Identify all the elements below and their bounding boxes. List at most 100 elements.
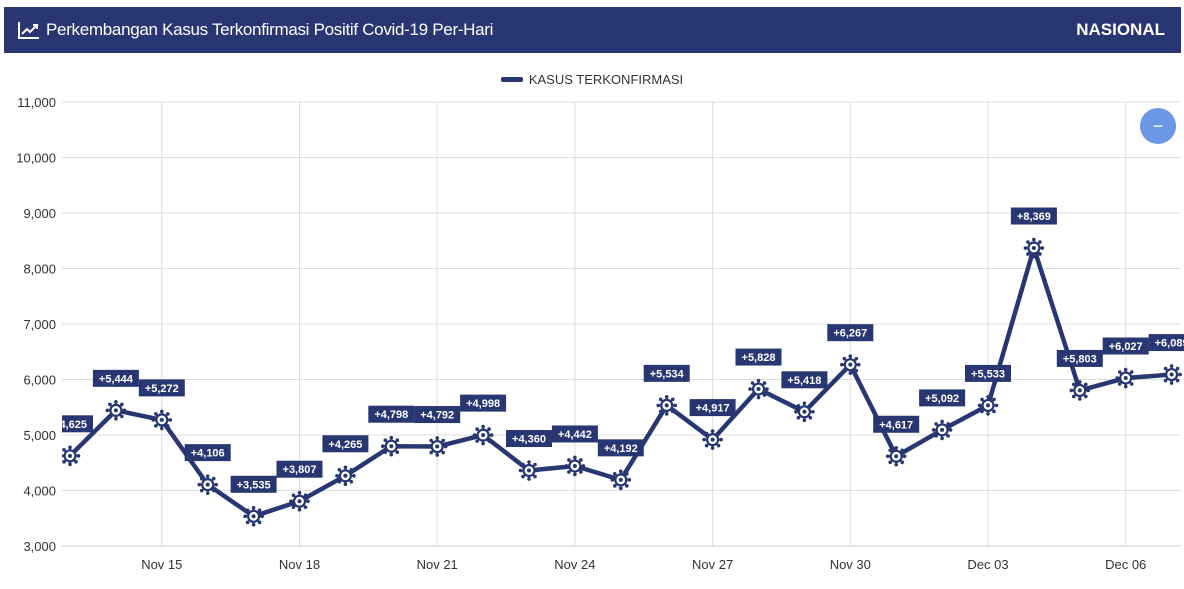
virus-spike-tip (1086, 388, 1091, 393)
virus-spike-tip (251, 523, 256, 527)
virus-spike-tip (211, 488, 216, 493)
virus-spike-tip (656, 403, 660, 408)
virus-spike-tip (122, 408, 127, 413)
virus-spike-tip (748, 387, 752, 391)
virus-spike-tip (750, 393, 755, 397)
virus-spike-tip (1071, 394, 1076, 399)
data-label: +5,534 (650, 368, 685, 380)
line-chart-icon (18, 22, 39, 39)
virus-spike-tip (1175, 366, 1180, 371)
virus-spike-tip (398, 444, 402, 449)
virus-spike-tip (303, 505, 308, 510)
virus-spike-tip (756, 395, 761, 400)
virus-spike-tip (664, 395, 669, 399)
virus-spike-tip (74, 448, 78, 452)
virus-core (251, 514, 256, 519)
virus-spike-tip (389, 435, 394, 440)
x-tick-label: Nov 30 (830, 557, 871, 572)
data-label-box (781, 371, 828, 389)
virus-spike-tip (894, 462, 898, 467)
virus-spike-tip (612, 484, 617, 488)
x-tick-label: Nov 18 (279, 557, 320, 572)
virus-spike-tip (120, 414, 124, 419)
minus-icon: − (1152, 115, 1164, 136)
virus-spike-tip (383, 438, 388, 443)
virus-spike-tip (257, 520, 262, 525)
virus-spike-tip (429, 438, 433, 443)
virus-spike-tip (74, 460, 78, 464)
header-title-group: Perkembangan Kasus Terkonfirmasi Positif… (18, 7, 493, 53)
virus-spike-tip (76, 454, 81, 458)
virus-core (618, 477, 623, 482)
virus-core (940, 427, 945, 432)
region-label: NASIONAL (1076, 20, 1165, 39)
virus-spike-tip (108, 414, 112, 419)
virus-spike-tip (796, 403, 801, 408)
virus-spike-tip (716, 431, 721, 436)
virus-spike-tip (1032, 237, 1036, 242)
virus-spike-tip (670, 397, 675, 402)
virus-marker (381, 435, 402, 457)
data-label-box (1102, 337, 1149, 355)
virus-spike-tip (306, 499, 310, 504)
virus-core (481, 433, 486, 438)
virus-spike-tip (1023, 246, 1028, 250)
chart-legend[interactable]: KASUS TERKONFIRMASI (0, 72, 1184, 87)
virus-spike-tip (658, 397, 663, 402)
y-tick-label: 5,000 (23, 428, 56, 443)
virus-spike-tip (205, 491, 210, 495)
virus-spike-tip (802, 418, 807, 423)
virus-marker (564, 455, 586, 477)
virus-spike-tip (848, 371, 853, 375)
x-tick-label: Dec 03 (967, 557, 1008, 572)
data-label: +4,617 (879, 419, 913, 431)
virus-spike-tip (762, 393, 767, 397)
virus-marker (518, 460, 540, 481)
virus-spike-tip (1163, 366, 1168, 371)
virus-marker (610, 469, 632, 491)
virus-spike-tip (166, 424, 170, 428)
virus-spike-tip (802, 401, 807, 406)
zoom-out-button[interactable]: − (1140, 108, 1176, 144)
data-label: +4,998 (466, 398, 500, 410)
virus-core (1077, 388, 1082, 393)
virus-spike-tip (1169, 381, 1174, 385)
virus-spike-tip (840, 362, 844, 367)
data-label-box (322, 435, 369, 453)
virus-spike-tip (940, 436, 944, 441)
virus-spike-tip (114, 417, 118, 421)
line-chart: 3,000 4,000 5,000 6,000 7,000 8,000 9,000 10,00… (16, 95, 1184, 572)
virus-core (68, 453, 72, 458)
data-label: +5,444 (99, 373, 134, 385)
virus-spike-tip (527, 460, 531, 464)
data-label-box (597, 439, 644, 457)
virus-spike-tip (441, 450, 446, 455)
y-tick-label: 11,000 (17, 95, 56, 110)
virus-spike-tip (62, 460, 66, 464)
data-label: +5,418 (787, 375, 821, 387)
virus-spike-tip (429, 450, 433, 455)
data-label: +5,533 (971, 368, 1005, 380)
virus-spike-tip (931, 428, 936, 432)
data-label-box (735, 348, 782, 366)
data-label: +8,369 (1017, 211, 1051, 223)
series-group: +4,625 +5,444 +5,272 +4,106 +3,535 +3,807 +4,2… (62, 207, 1184, 527)
virus-spike-tip (1040, 246, 1045, 250)
virus-spike-tip (435, 453, 439, 457)
virus-spike-tip (762, 381, 767, 385)
virus-spike-tip (251, 506, 256, 510)
virus-spike-tip (257, 508, 262, 513)
virus-spike-tip (710, 446, 715, 450)
y-tick-label: 10,000 (16, 151, 56, 166)
virus-spike-tip (619, 486, 623, 491)
virus-spike-tip (349, 480, 354, 484)
virus-spike-tip (533, 474, 537, 479)
virus-core (435, 444, 440, 449)
virus-spike-tip (62, 454, 64, 458)
data-label-box (368, 405, 415, 423)
chart-header: Perkembangan Kasus Terkonfirmasi Positif… (4, 7, 1181, 53)
data-label-box (138, 379, 185, 397)
virus-core (205, 482, 210, 487)
virus-core (572, 463, 577, 468)
virus-spike-tip (151, 418, 156, 422)
